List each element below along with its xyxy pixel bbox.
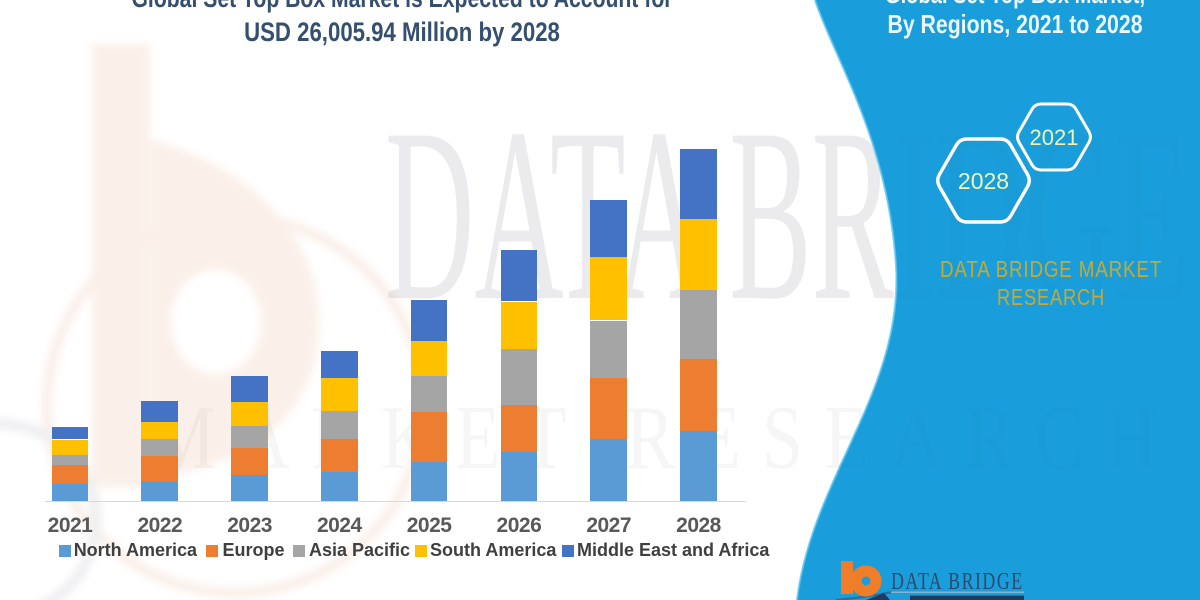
svg-text:2021: 2021 [1030,125,1079,150]
svg-text:2028: 2028 [958,168,1009,194]
svg-text:DATA BRIDGE: DATA BRIDGE [891,567,1024,594]
